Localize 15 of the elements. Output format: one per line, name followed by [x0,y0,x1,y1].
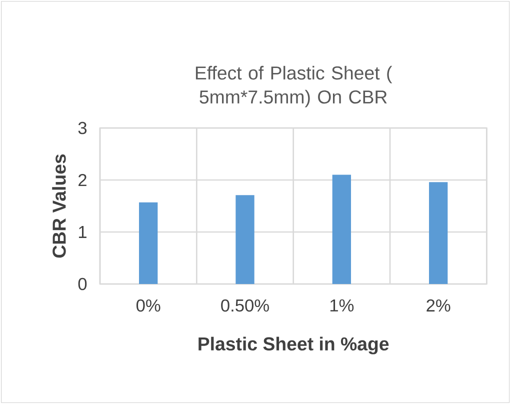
x-tick-label: 0% [136,299,160,312]
x-tick-label: 1% [330,299,354,312]
y-tick-label: 3 [78,122,87,134]
chart-title: Effect of Plastic Sheet ( 5mm*7.5mm) On CBR [196,66,392,108]
bar [332,174,351,284]
y-tick-label: 1 [78,226,86,238]
y-axis-title: CBR Values [52,154,66,258]
bar [236,195,254,284]
y-tick-label: 0 [78,278,87,290]
bar [428,182,448,284]
bar [139,202,158,284]
y-tick-label: 2 [78,174,86,186]
x-axis-title: Plastic Sheet in %age [198,336,389,354]
x-tick-label: 0.50% [221,299,269,312]
x-tick-label: 2% [426,299,450,312]
